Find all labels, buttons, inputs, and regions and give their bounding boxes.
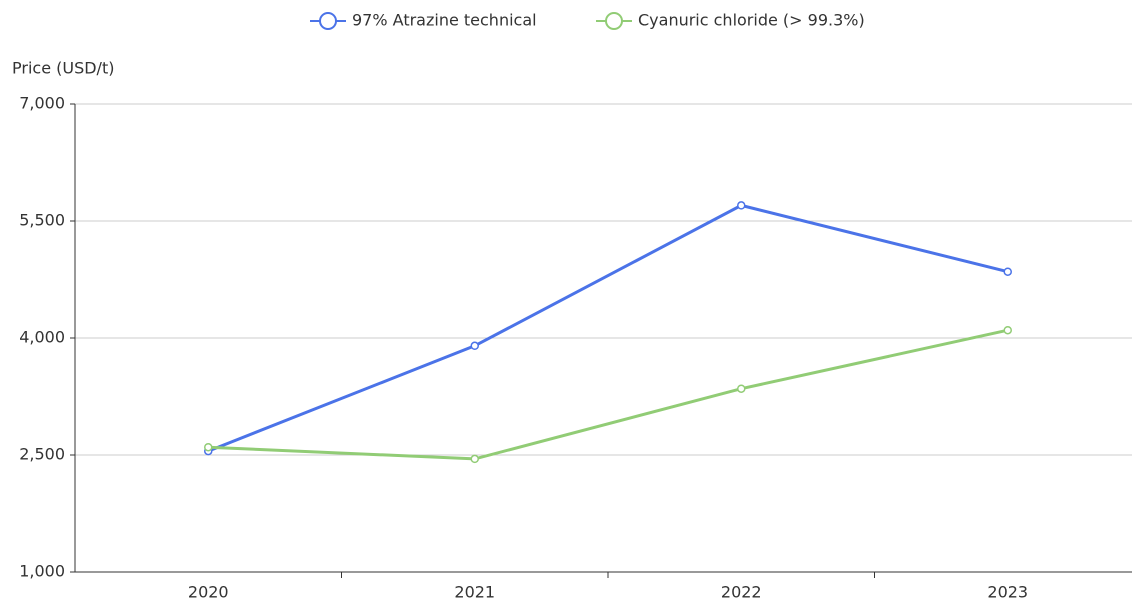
x-tick-label: 2021 xyxy=(454,583,495,602)
y-tick-label: 1,000 xyxy=(19,562,65,581)
legend-label: Cyanuric chloride (> 99.3%) xyxy=(638,11,865,30)
x-tick-label: 2023 xyxy=(987,583,1028,602)
point xyxy=(204,442,213,452)
point xyxy=(470,341,479,351)
y-tick-label: 2,500 xyxy=(19,445,65,464)
line xyxy=(208,328,1009,461)
y-tick-label: 4,000 xyxy=(19,328,65,347)
x-tick-label: 2022 xyxy=(721,583,762,602)
legend-symbol xyxy=(605,12,623,30)
y-tick-label: 7,000 xyxy=(19,94,65,113)
legend-symbol xyxy=(319,12,337,30)
line xyxy=(207,203,1009,453)
point xyxy=(1003,325,1012,335)
point xyxy=(1003,267,1012,276)
point xyxy=(737,201,746,210)
x-tick-label: 2020 xyxy=(188,583,229,602)
point xyxy=(737,384,746,393)
y-axis-label: Price (USD/t) xyxy=(12,59,114,78)
point xyxy=(470,454,479,464)
y-tick-label: 5,500 xyxy=(19,211,65,230)
legend-label: 97% Atrazine technical xyxy=(352,11,537,30)
